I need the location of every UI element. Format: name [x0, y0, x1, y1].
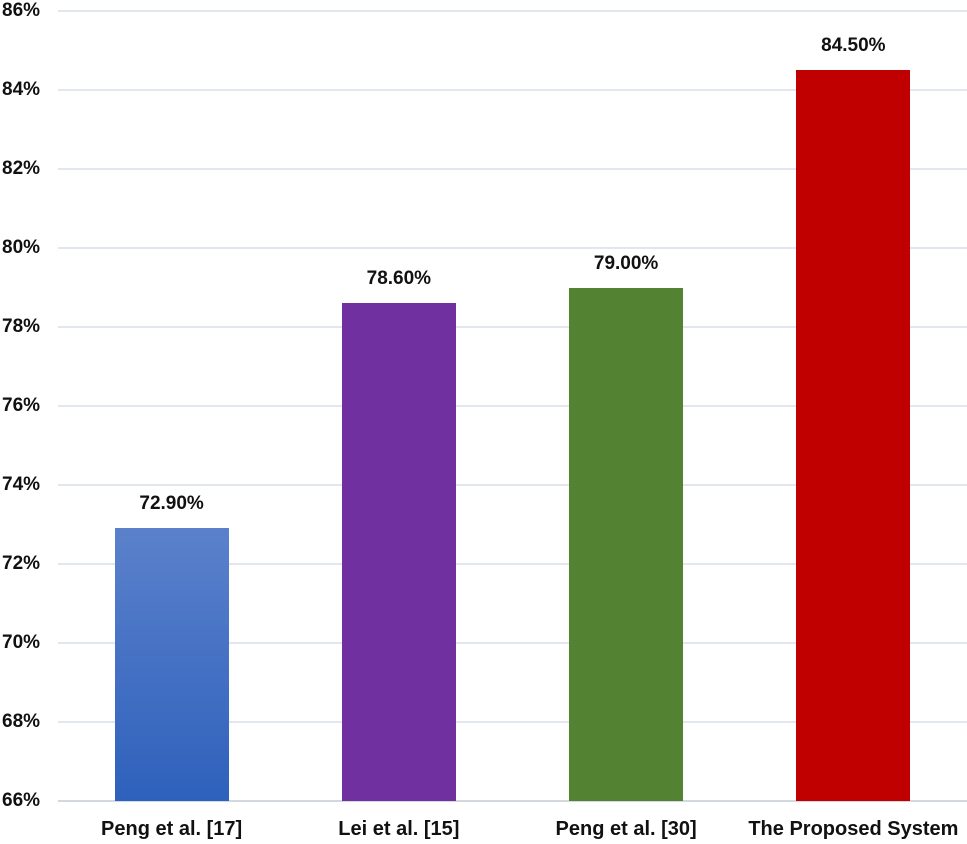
x-axis-line: [58, 800, 967, 802]
x-axis-category-label: Lei et al. [15]: [338, 818, 460, 840]
bar-value-label: 79.00%: [593, 252, 659, 274]
y-axis-tick-label: 66%: [2, 790, 41, 811]
x-axis-category-label: Peng et al. [30]: [555, 818, 697, 840]
gridline: [58, 10, 967, 12]
bar-value-label: 78.60%: [366, 268, 432, 290]
bar: [569, 287, 684, 801]
bar: [114, 528, 229, 801]
bar-value-label: 72.90%: [139, 493, 204, 515]
y-axis-tick-label: 84%: [2, 79, 41, 100]
y-axis-tick-label: 78%: [2, 316, 41, 337]
gridline: [58, 484, 967, 486]
bar-value-label: 84.50%: [821, 35, 886, 57]
gridline: [58, 563, 967, 565]
y-axis-tick-label: 86%: [2, 0, 41, 21]
y-axis-tick-label: 80%: [2, 237, 41, 258]
x-axis-category-label: Peng et al. [17]: [101, 818, 243, 840]
y-axis-tick-label: 82%: [2, 158, 41, 179]
y-axis-tick-label: 74%: [2, 474, 41, 495]
gridline: [58, 168, 967, 170]
x-axis-category-label: The Proposed System: [748, 818, 959, 840]
bar: [341, 303, 456, 801]
y-axis-tick-label: 76%: [2, 395, 41, 416]
gridline: [58, 642, 967, 644]
y-axis-tick-label: 72%: [2, 553, 41, 574]
gridline: [58, 247, 967, 249]
y-axis-tick-label: 68%: [2, 711, 41, 732]
bar: [796, 70, 911, 801]
gridline: [58, 721, 967, 723]
gridline: [58, 326, 967, 328]
gridline: [58, 405, 967, 407]
gridline: [58, 89, 967, 91]
y-axis-tick-label: 70%: [2, 632, 41, 653]
